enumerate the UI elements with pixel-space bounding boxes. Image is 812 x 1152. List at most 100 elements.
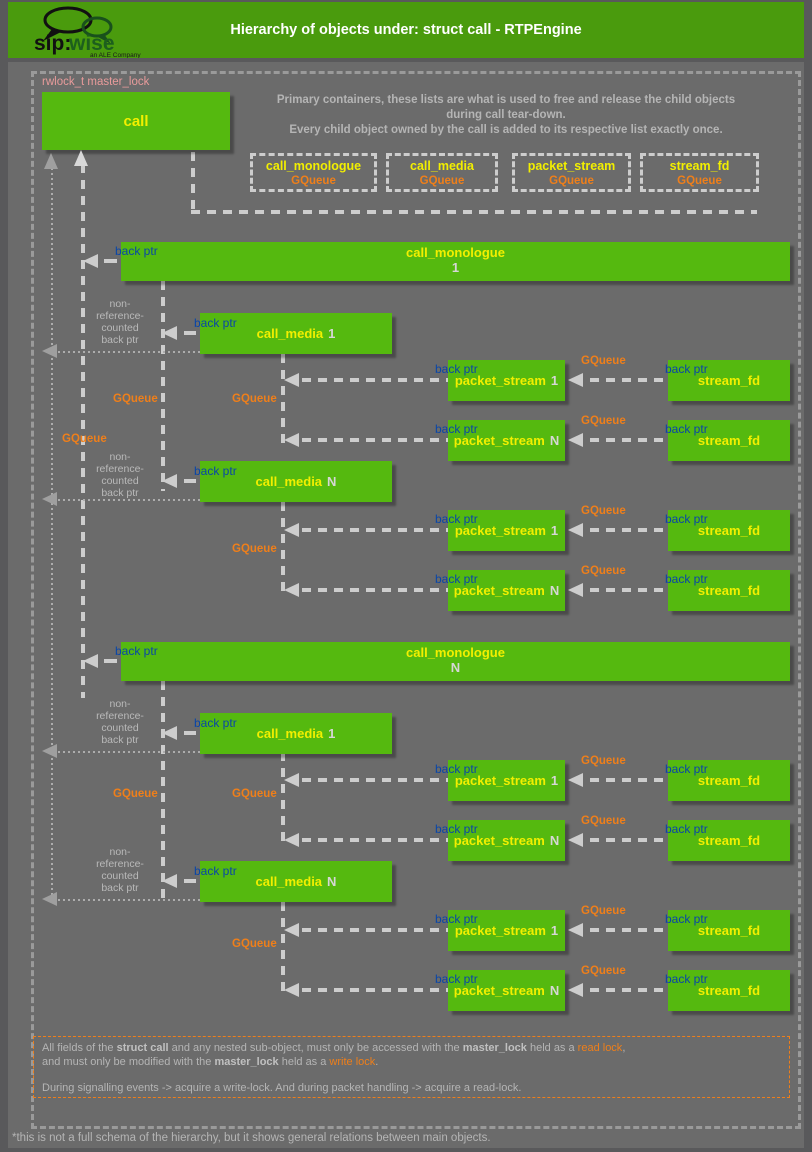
dashed-line xyxy=(302,928,448,932)
back-ptr-label: back ptr xyxy=(435,762,478,776)
arrowhead xyxy=(568,983,583,997)
box-title: packet_stream xyxy=(453,433,545,448)
container-type-label: GQueue xyxy=(549,175,594,187)
arrowhead xyxy=(162,726,177,740)
back-ptr-label: back ptr xyxy=(435,362,478,376)
dash-segment xyxy=(184,479,196,483)
lock-note-line2: and must only be modified with the maste… xyxy=(42,1056,781,1070)
non-ref-label-line: counted xyxy=(101,322,139,334)
non-ref-label-line: back ptr xyxy=(101,334,139,346)
sf-1a-box: stream_fd xyxy=(668,360,790,401)
box-index: N xyxy=(549,833,560,848)
non-ref-label-line: back ptr xyxy=(101,734,139,746)
gqueue-label: GQueue xyxy=(581,815,626,827)
back-ptr-label: back ptr xyxy=(194,316,237,330)
container-type-label: GQueue xyxy=(419,175,465,187)
back-ptr-label: back ptr xyxy=(194,864,237,878)
non-ref-label-line: reference- xyxy=(96,310,144,322)
sf-2b-box: stream_fd xyxy=(668,820,790,861)
dashed-line xyxy=(302,588,448,592)
mono-1-box: call_monologue 1 xyxy=(121,242,790,281)
box-title: stream_fd xyxy=(697,833,761,848)
dashed-line xyxy=(191,152,195,212)
dashed-line xyxy=(590,838,668,842)
arrowhead xyxy=(162,326,177,340)
app-header: sip: wise an ALE Company Hierarchy of ob… xyxy=(8,2,804,58)
ps-4b-box: packet_stream N xyxy=(448,970,565,1011)
intro-line-2: during call tear-down. xyxy=(446,109,566,121)
container-call_monologue: call_monologue GQueue xyxy=(250,153,377,192)
outer-dashed-frame xyxy=(31,71,801,1129)
box-title: call_media xyxy=(256,326,324,341)
gqueue-label: GQueue xyxy=(232,543,277,555)
dashed-line xyxy=(302,438,448,442)
box-index: 1 xyxy=(550,523,559,538)
box-title: stream_fd xyxy=(697,923,761,938)
back-ptr-label: back ptr xyxy=(435,422,478,436)
box-title: packet_stream xyxy=(454,523,546,538)
non-ref-back-ptr-label: non-reference-counted back ptr xyxy=(90,698,150,746)
dashed-line xyxy=(281,354,285,444)
dotted-line xyxy=(58,499,200,501)
logo-tagline: an ALE Company xyxy=(90,52,141,58)
box-index: 1 xyxy=(328,326,336,341)
dashed-line xyxy=(590,988,668,992)
logo-bubble-left-tail xyxy=(43,29,61,41)
lock-note-text: held as a xyxy=(278,1055,330,1068)
arrowhead xyxy=(74,150,88,166)
sf-4a-box: stream_fd xyxy=(668,570,790,611)
arrowhead xyxy=(568,923,583,937)
non-ref-label-line: back ptr xyxy=(101,487,139,499)
media-1b-box: call_media 1 xyxy=(200,713,392,754)
box-title: packet_stream xyxy=(453,983,545,998)
lock-note-text: and must only be modified with the xyxy=(42,1055,215,1068)
arrowhead xyxy=(568,523,583,537)
back-ptr-label: back ptr xyxy=(435,822,478,836)
dashed-line xyxy=(161,681,165,900)
container-type-label: GQueue xyxy=(291,175,336,187)
gqueue-label: GQueue xyxy=(581,355,626,367)
box-title: stream_fd xyxy=(697,523,761,538)
lock-note-bold: master_lock xyxy=(214,1055,279,1068)
non-ref-back-ptr-label: non-reference-counted back ptr xyxy=(90,298,150,346)
master-lock-label: rwlock_t master_lock xyxy=(42,76,150,88)
arrowhead xyxy=(284,373,299,387)
arrowhead xyxy=(568,583,583,597)
arrowhead xyxy=(162,474,177,488)
ps-1b-box: packet_stream 1 xyxy=(448,760,565,801)
arrowhead xyxy=(162,874,177,888)
box-index: N xyxy=(450,660,461,675)
back-ptr-label: back ptr xyxy=(194,716,237,730)
back-ptr-label: back ptr xyxy=(194,464,237,478)
back-ptr-label: back ptr xyxy=(665,762,708,776)
box-title: call xyxy=(123,112,149,130)
logo-text-sip: sip: xyxy=(34,32,71,55)
dotted-line xyxy=(58,899,200,901)
intro-line-3: Every child object owned by the call is … xyxy=(289,124,723,136)
arrowhead xyxy=(568,773,583,787)
box-title: packet_stream xyxy=(454,373,546,388)
container-title: packet_stream xyxy=(527,159,616,173)
dash-segment xyxy=(184,879,196,883)
arrowhead xyxy=(42,744,57,758)
sf-2a-box: stream_fd xyxy=(668,420,790,461)
sf-3b-box: stream_fd xyxy=(668,910,790,951)
dash-segment xyxy=(184,331,196,335)
box-index: N xyxy=(549,433,560,448)
container-title: stream_fd xyxy=(669,159,730,173)
non-ref-label-line: non- xyxy=(109,451,131,463)
box-index: 1 xyxy=(550,773,559,788)
lock-note-lock-term: read lock xyxy=(577,1042,623,1054)
box-index: 1 xyxy=(550,373,559,388)
lock-note-line3: During signalling events -> acquire a wr… xyxy=(42,1082,781,1096)
non-ref-label-line: counted xyxy=(101,870,139,882)
lock-note-text: During signalling events -> acquire a wr… xyxy=(42,1082,522,1094)
gqueue-label: GQueue xyxy=(113,788,158,800)
dashed-line xyxy=(161,281,165,491)
dashed-line xyxy=(590,438,668,442)
box-title: packet_stream xyxy=(454,773,546,788)
media-1a-box: call_media 1 xyxy=(200,313,392,354)
dashed-line xyxy=(302,838,448,842)
dashed-line xyxy=(590,378,668,382)
sf-1b-box: stream_fd xyxy=(668,760,790,801)
